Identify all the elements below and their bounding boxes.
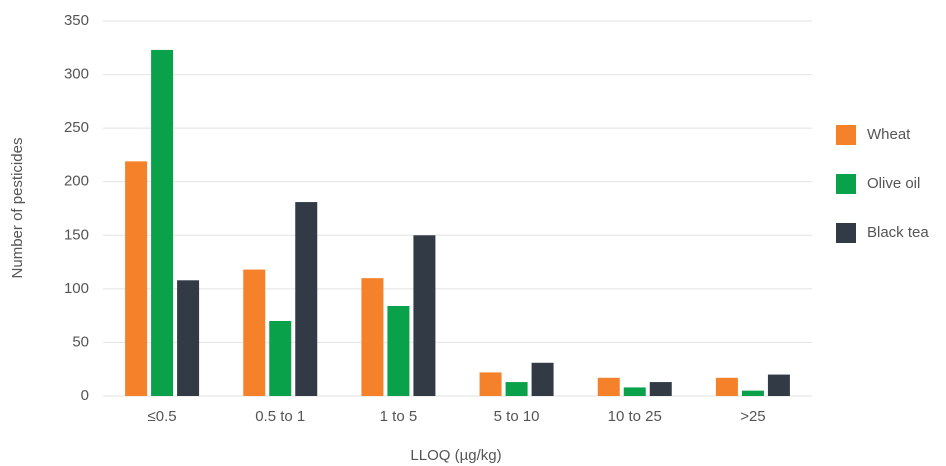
y-tick-label: 300 [64, 66, 89, 83]
bar [269, 321, 292, 396]
bar [243, 269, 266, 396]
x-tick-label: 1 to 5 [380, 408, 418, 425]
bar [505, 382, 528, 396]
y-tick-label: 0 [81, 387, 89, 404]
bar [361, 278, 384, 396]
bar [177, 280, 200, 396]
y-tick-label: 200 [64, 173, 89, 190]
bar [479, 372, 502, 396]
bar [531, 362, 554, 396]
bar [741, 390, 764, 396]
x-tick-label: >25 [740, 408, 765, 425]
legend-swatch [836, 174, 856, 194]
x-tick-label: 10 to 25 [608, 408, 662, 425]
y-tick-label: 100 [64, 280, 89, 297]
x-tick-label: 0.5 to 1 [255, 408, 305, 425]
x-axis-title: LLOQ (µg/kg) [410, 447, 501, 464]
bar [125, 161, 148, 396]
bar [649, 382, 672, 396]
legend-swatch [836, 125, 856, 145]
bar [623, 387, 646, 396]
x-tick-label: 5 to 10 [494, 408, 540, 425]
x-tick-label: ≤0.5 [148, 408, 177, 425]
y-tick-label: 350 [64, 12, 89, 29]
legend-label: Wheat [867, 126, 911, 143]
bar [295, 202, 318, 396]
bar [387, 306, 410, 396]
legend-label: Black tea [867, 224, 929, 241]
legend-label: Olive oil [867, 175, 920, 192]
y-tick-label: 50 [72, 333, 89, 350]
bar [413, 235, 436, 396]
bar [715, 377, 738, 396]
y-tick-label: 250 [64, 119, 89, 136]
y-axis-title: Number of pesticides [9, 138, 26, 279]
bar [767, 374, 790, 396]
bar [151, 49, 174, 397]
y-tick-label: 150 [64, 226, 89, 243]
legend-swatch [836, 223, 856, 243]
bar [597, 377, 620, 396]
